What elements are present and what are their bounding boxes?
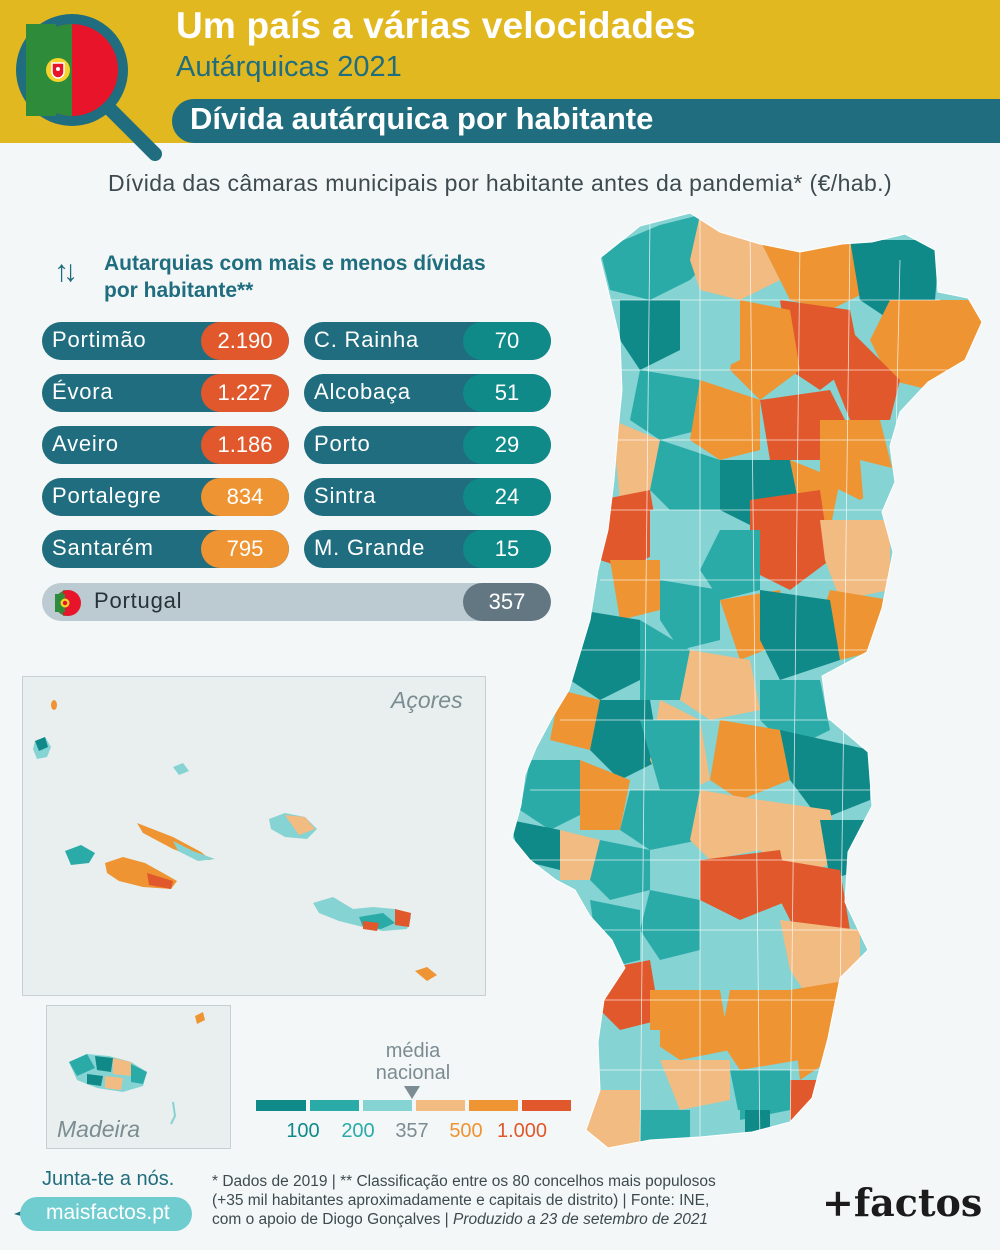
legend-swatch <box>256 1100 306 1111</box>
azores-inset: Açores <box>22 676 486 996</box>
brand-logo: +factos <box>822 1180 983 1225</box>
municipality-name: Sintra <box>314 483 377 508</box>
legend-tick-200: 200 <box>341 1120 375 1142</box>
map-subtitle: Dívida das câmaras municipais por habita… <box>108 170 892 196</box>
azores-label: Açores <box>391 687 463 713</box>
legend-tick-1000: 1.000 <box>496 1120 548 1142</box>
municipality-name: Aveiro <box>52 431 119 456</box>
debt-value: 795 <box>201 530 289 568</box>
legend-marker-icon <box>404 1086 420 1099</box>
municipality-name: Porto <box>314 431 371 456</box>
municipality-name: C. Rainha <box>314 327 420 352</box>
legend-swatch <box>363 1100 412 1111</box>
footnote-produced-date: Produzido a 23 de setembro de 2021 <box>452 1211 709 1228</box>
municipality-name: Alcobaça <box>314 379 411 404</box>
ranking-title-line1: Autarquias com mais e menos dívidas <box>104 252 486 275</box>
legend-tick-357: 357 <box>395 1120 429 1142</box>
legend-swatch <box>310 1100 359 1111</box>
up-down-arrows-icon: ↑↓ <box>54 255 78 288</box>
most-debt-pill: Santarém 795 <box>42 530 289 568</box>
azores-islands-map <box>33 700 437 981</box>
footnote-line2: (+35 mil habitantes aproximadamente e ca… <box>212 1192 710 1209</box>
title-band-label: Dívida autárquica por habitante <box>190 101 654 136</box>
legend-tick-100: 100 <box>286 1120 320 1142</box>
website-link-label[interactable]: maisfactos.pt <box>46 1201 170 1224</box>
debt-value: 1.186 <box>201 426 289 464</box>
least-debt-pill: C. Rainha 70 <box>304 322 551 360</box>
municipality-name: Santarém <box>52 535 154 560</box>
legend-swatch <box>469 1100 518 1111</box>
national-debt-value: 357 <box>463 583 551 621</box>
title-band: Dívida autárquica por habitante <box>172 99 1000 143</box>
least-debt-pill: Alcobaça 51 <box>304 374 551 412</box>
national-average-pill: Portugal 357 <box>42 583 551 621</box>
join-us-text: Junta-te a nós. <box>42 1168 175 1190</box>
footnote-line1: * Dados de 2019 | ** Classificação entre… <box>212 1173 716 1190</box>
legend-media-line2: nacional <box>375 1062 451 1084</box>
page-subtitle: Autárquicas 2021 <box>176 51 402 83</box>
debt-value: 24 <box>463 478 551 516</box>
most-debt-pill: Évora 1.227 <box>42 374 289 412</box>
portugal-flag-icon <box>55 590 81 616</box>
debt-value: 51 <box>463 374 551 412</box>
most-debt-pill: Aveiro 1.186 <box>42 426 289 464</box>
website-link[interactable]: maisfactos.pt <box>20 1197 192 1231</box>
municipality-name: Portalegre <box>52 483 162 508</box>
least-debt-pill: M. Grande 15 <box>304 530 551 568</box>
footnote-line3: com o apoio de Diogo Gonçalves | Produzi… <box>212 1210 812 1229</box>
most-debt-pill: Portalegre 834 <box>42 478 289 516</box>
debt-value: 2.190 <box>201 322 289 360</box>
magnifier-portugal-flag-icon <box>16 14 162 161</box>
madeira-islands-map <box>69 1012 205 1125</box>
ranking-title: Autarquias com mais e menos dívidas por … <box>104 250 544 304</box>
footnote: * Dados de 2019 | ** Classificação entre… <box>212 1172 812 1229</box>
debt-value: 15 <box>463 530 551 568</box>
least-debt-pill: Porto 29 <box>304 426 551 464</box>
debt-value: 1.227 <box>201 374 289 412</box>
ranking-title-line2: por habitante** <box>104 279 254 302</box>
most-debt-pill: Portimão 2.190 <box>42 322 289 360</box>
municipality-name: Évora <box>52 379 114 404</box>
legend-swatch <box>416 1100 465 1111</box>
municipality-name: M. Grande <box>314 535 426 560</box>
legend-media-line1: média <box>385 1040 441 1062</box>
madeira-inset: Madeira <box>46 1005 231 1149</box>
municipality-name: Portimão <box>52 327 147 352</box>
debt-value: 70 <box>463 322 551 360</box>
debt-value: 29 <box>463 426 551 464</box>
debt-value: 834 <box>201 478 289 516</box>
legend-swatch <box>522 1100 571 1111</box>
madeira-label: Madeira <box>57 1116 141 1142</box>
legend-national-average-label: média nacional <box>356 1040 470 1084</box>
mainland-portugal-map <box>511 212 983 1149</box>
least-debt-pill: Sintra 24 <box>304 478 551 516</box>
legend-tick-500: 500 <box>449 1120 483 1142</box>
page-title: Um país a várias velocidades <box>176 5 696 46</box>
footnote-credit: com o apoio de Diogo Gonçalves | <box>212 1211 449 1228</box>
country-name: Portugal <box>94 588 183 613</box>
header: Um país a várias velocidades Autárquicas… <box>0 0 1000 161</box>
